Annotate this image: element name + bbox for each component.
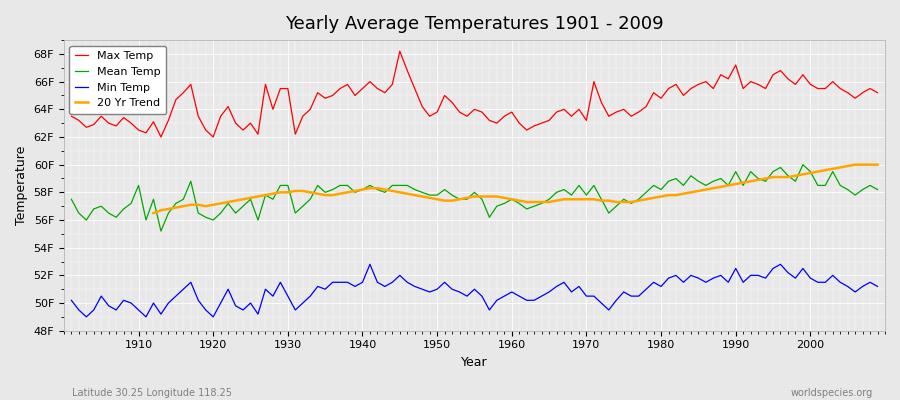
Mean Temp bbox=[126, 201, 137, 206]
Max Temp bbox=[394, 49, 405, 54]
Mean Temp bbox=[603, 211, 614, 216]
Mean Temp bbox=[872, 187, 883, 192]
Min Temp bbox=[133, 308, 144, 312]
Mean Temp bbox=[342, 183, 353, 188]
Mean Temp bbox=[507, 197, 517, 202]
Mean Temp bbox=[156, 229, 166, 234]
Min Temp bbox=[872, 284, 883, 289]
Min Temp bbox=[514, 294, 525, 298]
Max Temp bbox=[126, 121, 137, 126]
Min Temp bbox=[364, 262, 375, 267]
Line: 20 Yr Trend: 20 Yr Trend bbox=[154, 165, 877, 213]
Mean Temp bbox=[797, 162, 808, 167]
Text: worldspecies.org: worldspecies.org bbox=[791, 388, 873, 398]
20 Yr Trend bbox=[850, 162, 860, 167]
X-axis label: Year: Year bbox=[461, 356, 488, 369]
Mean Temp bbox=[297, 204, 308, 208]
Max Temp bbox=[611, 110, 622, 114]
20 Yr Trend bbox=[700, 187, 711, 192]
Legend: Max Temp, Mean Temp, Min Temp, 20 Yr Trend: Max Temp, Mean Temp, Min Temp, 20 Yr Tre… bbox=[69, 46, 166, 114]
Line: Min Temp: Min Temp bbox=[71, 264, 878, 317]
20 Yr Trend bbox=[872, 162, 883, 167]
Min Temp bbox=[342, 280, 353, 285]
Y-axis label: Temperature: Temperature bbox=[15, 146, 28, 225]
Line: Max Temp: Max Temp bbox=[71, 51, 878, 137]
20 Yr Trend bbox=[148, 211, 159, 216]
Max Temp bbox=[66, 114, 77, 119]
Min Temp bbox=[81, 314, 92, 319]
Line: Mean Temp: Mean Temp bbox=[71, 165, 878, 231]
20 Yr Trend bbox=[193, 202, 203, 207]
Mean Temp bbox=[514, 201, 525, 206]
Max Temp bbox=[872, 90, 883, 95]
Min Temp bbox=[297, 301, 308, 306]
Mean Temp bbox=[66, 197, 77, 202]
Min Temp bbox=[66, 298, 77, 303]
Max Temp bbox=[297, 114, 308, 119]
Title: Yearly Average Temperatures 1901 - 2009: Yearly Average Temperatures 1901 - 2009 bbox=[285, 15, 664, 33]
20 Yr Trend bbox=[551, 198, 562, 203]
20 Yr Trend bbox=[491, 194, 502, 199]
Max Temp bbox=[342, 82, 353, 87]
20 Yr Trend bbox=[603, 198, 614, 203]
Min Temp bbox=[611, 298, 622, 303]
Max Temp bbox=[514, 121, 525, 126]
20 Yr Trend bbox=[208, 202, 219, 207]
Text: Latitude 30.25 Longitude 118.25: Latitude 30.25 Longitude 118.25 bbox=[72, 388, 232, 398]
Max Temp bbox=[156, 134, 166, 139]
Min Temp bbox=[521, 298, 532, 303]
Max Temp bbox=[521, 128, 532, 132]
